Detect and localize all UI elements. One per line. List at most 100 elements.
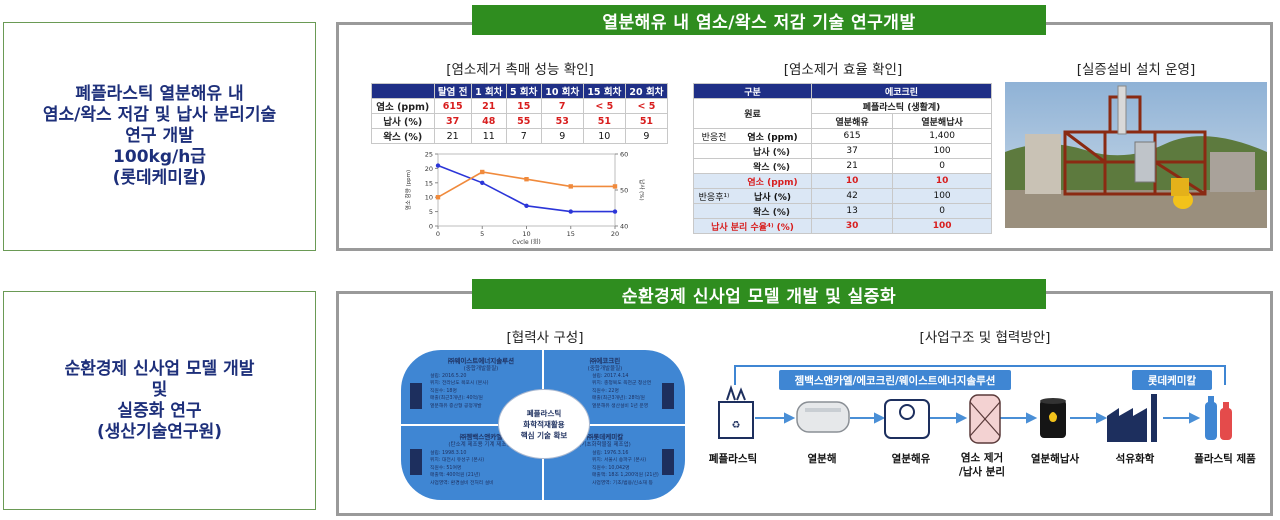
quad-bullet: 매출(최근3개년): 28억/원 xyxy=(592,396,645,402)
svg-text:♻: ♻ xyxy=(732,420,741,431)
quad-bullet: 열분해유 증산형 공정개발 xyxy=(430,403,482,409)
y-tick-label: 5 xyxy=(429,208,433,216)
cell: 21 xyxy=(810,158,894,174)
cell: 100 xyxy=(892,188,992,204)
business-caption: [사업구조 및 협력방안] xyxy=(919,330,1051,346)
quad-bullet: 열분해유 생산설비 1년 운영 xyxy=(592,403,649,409)
cell: 7 xyxy=(540,98,584,114)
center-text: 화학적재활용 xyxy=(523,419,565,429)
cell: 51 xyxy=(582,113,626,129)
catalyst-header: 10 회차 xyxy=(540,83,584,99)
efficiency-caption: [염소제거 효율 확인] xyxy=(783,62,903,78)
y2-tick-label: 60 xyxy=(620,151,628,159)
x-tick-label: 0 xyxy=(436,230,440,238)
eff-head: 에코크린 xyxy=(811,83,992,99)
cell: 30 xyxy=(810,218,894,234)
cell: 53 xyxy=(540,113,584,129)
top-banner: 열분해유 내 염소/왁스 저감 기술 연구개발 xyxy=(472,5,1046,35)
eff-row-label: 염소 (ppm) xyxy=(747,177,798,188)
cell: < 5 xyxy=(582,98,626,114)
table-row: 납사 (%) 37 48 55 53 51 51 xyxy=(371,113,669,129)
cell: 1,400 xyxy=(892,128,992,144)
catalyst-header: 20 회차 xyxy=(624,83,669,99)
cell: 55 xyxy=(505,113,542,129)
quad-title: ㈜웨이스트에너지솔루션 xyxy=(447,357,515,365)
cell: 51 xyxy=(624,113,669,129)
cell: 11 xyxy=(470,128,507,144)
cell: 10 xyxy=(582,128,626,144)
x-tick-label: 20 xyxy=(611,230,619,238)
center-text: 폐플라스틱 xyxy=(526,408,562,418)
table-row: 왁스 (%) 21 11 7 9 10 9 xyxy=(371,128,669,144)
quad-bullets: 설립: 1976.3.16 위치: 서울시 송파구 (본사) 직원수: 10,0… xyxy=(592,450,662,487)
quad-bullet: 직원수: 22명 xyxy=(592,388,619,394)
bottom-banner: 순환경제 신사업 모델 개발 및 실증화 xyxy=(472,279,1046,309)
cell: 615 xyxy=(433,98,472,114)
eff-row-label: 염소 (ppm) xyxy=(747,132,798,143)
catalyst-header: 5 회차 xyxy=(505,83,542,99)
cell: < 5 xyxy=(624,98,669,114)
flow-step-chlorine-removal: 염소 제거 /납사 분리 xyxy=(958,452,1006,478)
cell: 48 xyxy=(470,113,507,129)
flow-step-plastic-products: 플라스틱 제품 xyxy=(1194,453,1256,465)
catalyst-header: 1 회차 xyxy=(470,83,507,99)
partners-caption: [협력사 구성] xyxy=(506,330,584,346)
eff-label: 원료 xyxy=(693,98,812,129)
cell: 37 xyxy=(810,143,894,159)
eff-row-label: 납사 (%) xyxy=(693,143,812,159)
demo-facility-photo xyxy=(1005,82,1267,228)
catalyst-header: 15 회차 xyxy=(582,83,626,99)
quad-title: ㈜젬백스앤카엘 xyxy=(459,433,503,441)
table-row: 반응전 염소 (ppm) 615 1,400 xyxy=(693,128,992,144)
y-tick-label: 15 xyxy=(425,179,433,187)
x-axis-label: Cycle (회) xyxy=(512,238,541,244)
catalyst-header: 탈염 전 xyxy=(433,83,472,99)
table-row: 납사 분리 수율⁴⁾ (%) 30 100 xyxy=(693,218,992,234)
quad-sub: (탄소계 제조용 기계 제조업) xyxy=(448,442,514,448)
center-disc: 폐플라스틱 화학적재활용 핵심 기술 확보 xyxy=(498,389,590,459)
quad-bullet: 설립: 2016.5.20 xyxy=(430,374,467,379)
x-tick-label: 15 xyxy=(567,230,575,238)
cell: 100 xyxy=(892,218,992,234)
flow-step-naphtha: 열분해납사 xyxy=(1030,453,1080,465)
quad-bullet: 위치: 서울시 송파구 (본사) xyxy=(592,458,647,464)
cell: 9 xyxy=(624,128,669,144)
cell: 15 xyxy=(505,98,542,114)
eff-row-label: 왁스 (%) xyxy=(693,158,812,174)
top-left-text: 폐플라스틱 열분해유 내 염소/왁스 저감 및 납사 분리기술 연구 개발 10… xyxy=(42,84,277,188)
catalyst-caption: [염소제거 촉매 성능 확인] xyxy=(446,62,594,78)
table-row: 왁스 (%) 13 0 xyxy=(693,203,992,219)
cell: 10 xyxy=(810,173,894,189)
eff-row-label: 납사 (%) xyxy=(754,192,791,203)
quad-bullet: 직원수: 18명 xyxy=(430,388,457,394)
y-tick-label: 25 xyxy=(425,151,433,159)
row-label: 염소 (ppm) xyxy=(371,98,435,114)
quad-bullet: 매출액: 400억원 (21년) xyxy=(430,473,481,479)
eff-head: 구분 xyxy=(693,83,812,99)
series-point-1 xyxy=(524,203,529,209)
bottom-left-box: 순환경제 신사업 모델 개발 및 실증화 연구 (생산기술연구원) xyxy=(3,291,316,510)
top-left-box: 폐플라스틱 열분해유 내 염소/왁스 저감 및 납사 분리기술 연구 개발 10… xyxy=(3,22,316,251)
flow-step-pyrolysis: 열분해 xyxy=(807,453,837,465)
series-point-2 xyxy=(524,177,529,182)
quad-bullets: 설립: 2017.4.14 위치: 충청북도 옥천군 청산면 직원수: 22명 … xyxy=(592,373,662,410)
business-flow-graphics: ♻ xyxy=(718,365,1232,444)
quad-bullet: 설립: 2017.4.14 xyxy=(592,374,629,379)
series-point-1 xyxy=(568,209,573,214)
series-point-1 xyxy=(480,180,485,185)
y-tick-label: 0 xyxy=(429,223,433,231)
cell: 9 xyxy=(540,128,584,144)
partner-diagram: ㈜웨이스트에너지솔루션 (중합개발물질) 설립: 2016.5.20 위치: 전… xyxy=(400,349,686,501)
cell: 0 xyxy=(892,203,992,219)
table-row: 염소 (ppm) 10 10 xyxy=(693,173,992,189)
flow-step-pyrolysis-oil: 열분해유 xyxy=(891,453,931,465)
eff-label: 폐플라스틱 (생활계) xyxy=(811,98,992,114)
cell: 615 xyxy=(810,128,894,144)
cell: 21 xyxy=(470,98,507,114)
quad-bullet: 위치: 전라남도 목포시 (본사) xyxy=(430,381,489,387)
y-axis-label-left: 염소 함량 (ppm) xyxy=(404,170,412,210)
series-point-2 xyxy=(480,169,485,175)
quad-sub: (중합개발물질) xyxy=(463,366,499,372)
catalyst-table: 탈염 전 1 회차 5 회차 10 회차 15 회차 20 회차 염소 (ppm… xyxy=(371,83,669,144)
cell: 0 xyxy=(892,158,992,174)
